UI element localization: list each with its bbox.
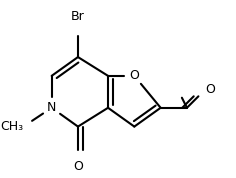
Text: CH₃: CH₃ [0, 120, 23, 133]
Text: Br: Br [71, 10, 85, 23]
Text: N: N [47, 101, 56, 114]
Text: O: O [206, 82, 216, 96]
Text: O: O [129, 69, 139, 82]
Text: O: O [73, 160, 83, 173]
